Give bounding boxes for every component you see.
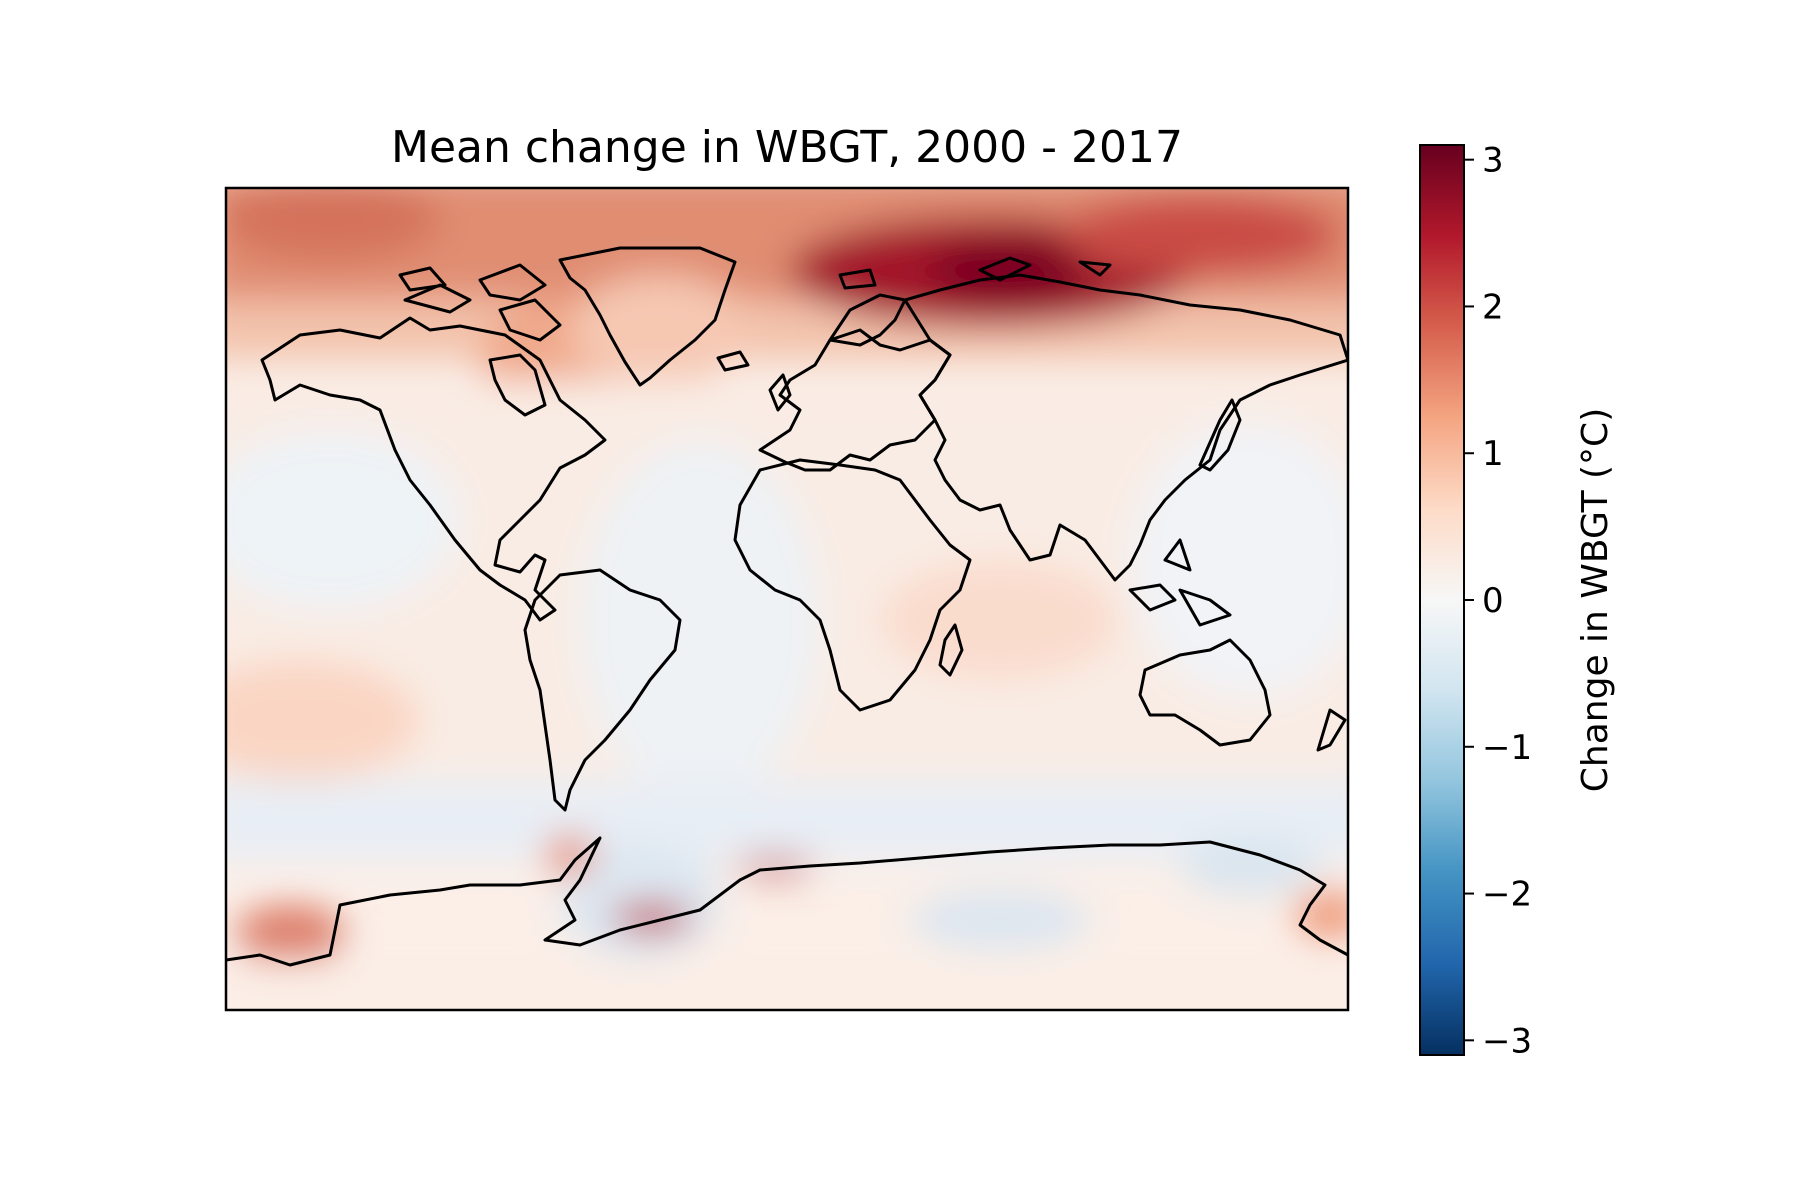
colorbar-tick-label: 1 [1482,434,1504,474]
colorbar-ticks: 3 2 1 0 −1 −2 −3 [1464,141,1532,1062]
colorbar-label: Change in WBGT (°C) [1575,408,1616,792]
colorbar-tick-label: −1 [1482,728,1532,768]
map-panel [180,170,1380,1020]
colorbar-tick-label: 3 [1482,141,1504,181]
colorbar: 3 2 1 0 −1 −2 −3 Change in WBGT (°C) [1420,141,1616,1062]
map-title: Mean change in WBGT, 2000 - 2017 [391,122,1183,173]
colorbar-tick-label: 0 [1482,581,1504,621]
colorbar-gradient [1420,145,1464,1055]
colorbar-tick-label: −2 [1482,875,1532,915]
colorbar-tick-label: −3 [1482,1021,1532,1061]
colorbar-tick-label: 2 [1482,287,1504,327]
